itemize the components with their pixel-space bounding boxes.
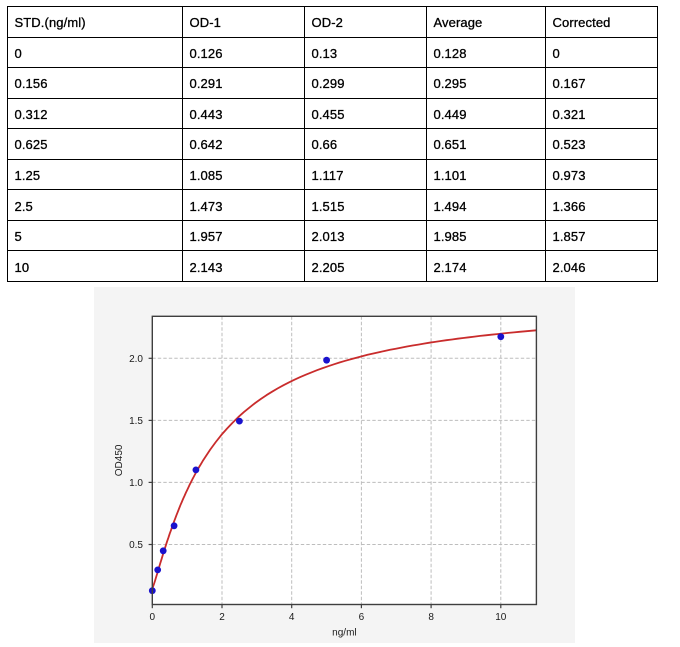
svg-text:OD450: OD450 xyxy=(114,444,125,476)
svg-text:0.5: 0.5 xyxy=(129,540,143,551)
svg-text:1.5: 1.5 xyxy=(129,415,143,426)
svg-text:0: 0 xyxy=(150,612,156,623)
svg-text:2.0: 2.0 xyxy=(129,353,143,364)
svg-text:2: 2 xyxy=(219,612,225,623)
svg-text:10: 10 xyxy=(495,612,507,623)
svg-text:ng/ml: ng/ml xyxy=(332,627,356,638)
svg-text:4: 4 xyxy=(289,612,295,623)
svg-text:1.0: 1.0 xyxy=(129,477,143,488)
svg-text:6: 6 xyxy=(359,612,365,623)
svg-text:8: 8 xyxy=(428,612,434,623)
